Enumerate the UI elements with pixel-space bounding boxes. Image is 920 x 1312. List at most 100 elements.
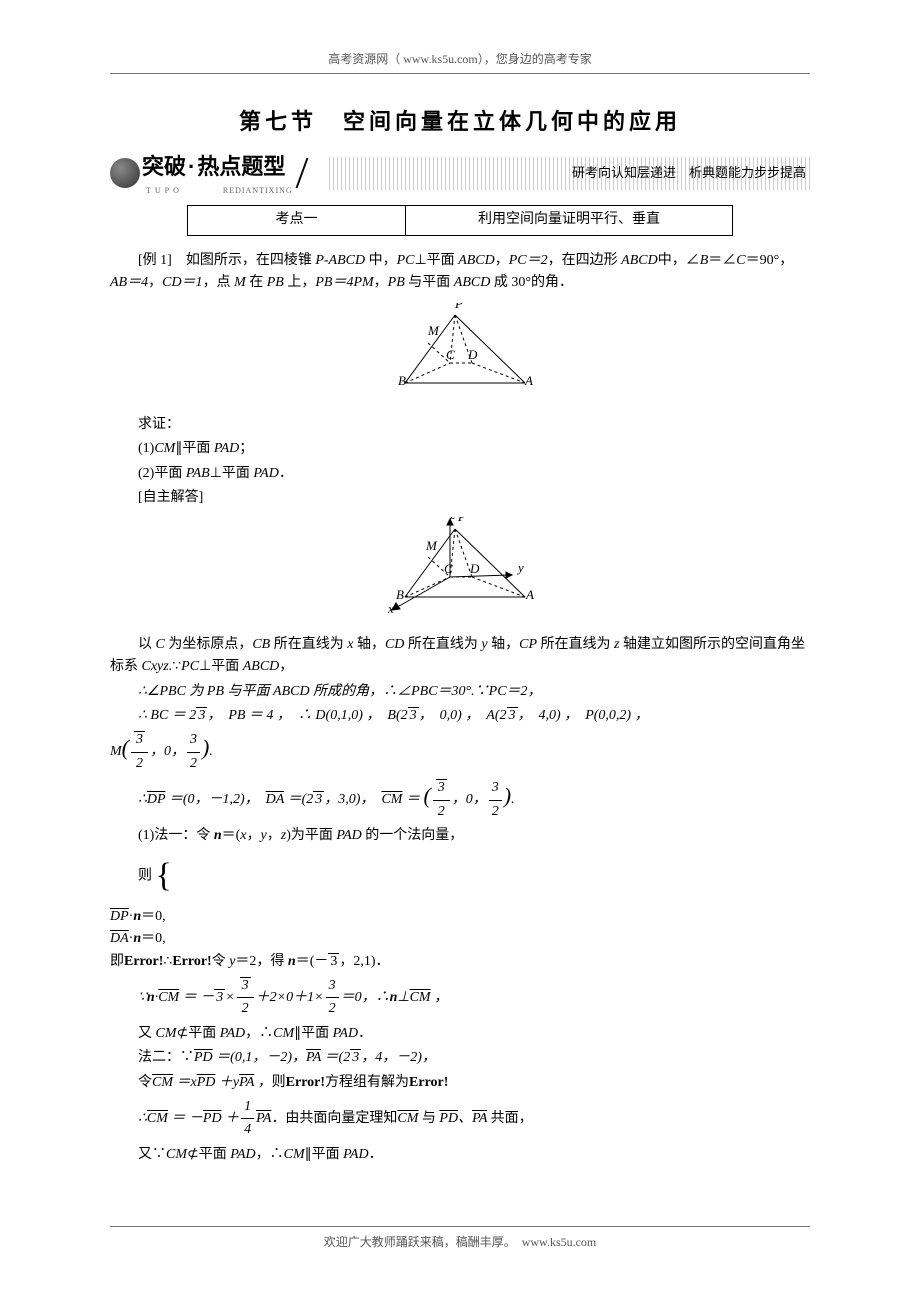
t: ，∴ (245, 1026, 273, 1041)
t: 以 (138, 637, 156, 652)
svg-text:P: P (457, 517, 466, 524)
m: PB (267, 275, 284, 290)
banner-left: 突破 · 热点题型 TUPO REDIANTIXING (110, 149, 293, 197)
m: M (234, 275, 246, 290)
t: ＝90°， (746, 253, 794, 268)
m: Cxyz. (142, 659, 173, 674)
t: 则 (138, 869, 152, 884)
t: ， (267, 828, 281, 843)
svg-text:y: y (516, 560, 524, 575)
t: ⊄平面 (187, 1147, 230, 1162)
t: ． (358, 1026, 372, 1041)
topic-left: 考点一 (188, 206, 406, 235)
t: ， (247, 828, 261, 843)
svg-text:B: B (398, 373, 406, 388)
banner-title: 突破 · 热点题型 (142, 149, 293, 184)
line-M: M(32，0，32). (110, 729, 810, 775)
t: ＝∠ (708, 253, 736, 268)
m: CM (273, 1026, 294, 1041)
prove-label: 求证： (138, 414, 810, 436)
svg-text:M: M (425, 538, 438, 553)
t: ， (279, 659, 293, 674)
topic-right: 利用空间向量证明平行、垂直 (406, 206, 733, 235)
svg-text:z: z (449, 517, 455, 522)
t: 所在直线为 (404, 637, 481, 652)
m: PAD (220, 1026, 245, 1041)
bullet-icon (110, 158, 140, 188)
line-coords: ∴ BC ＝ 23， PB ＝ 4 ， ∴ D(0,1,0) ， B(23， 0… (138, 705, 810, 727)
t: ⊥平面 (210, 466, 254, 481)
diagram-1: PMCDBA (110, 303, 810, 406)
solution-p1: 以 C 为坐标原点，CB 所在直线为 x 轴，CD 所在直线为 y 轴，CP 所… (110, 634, 810, 679)
diagram-2: PMCDBAxyz (110, 517, 810, 625)
svg-text:A: A (525, 587, 534, 602)
method2-l4: 又∵CM⊄平面 PAD，∴CM∥平面 PAD． (138, 1144, 810, 1166)
method2-l1: 法二：∵PD ＝(0,1，－2)，PA ＝(23，4，－2)， (138, 1047, 810, 1069)
m: PAD (336, 828, 361, 843)
m: CM (284, 1147, 305, 1162)
t: 所在直线为 (270, 637, 347, 652)
t: ⊄平面 (177, 1026, 220, 1041)
m: C (156, 637, 165, 652)
t: )为平面 (286, 828, 336, 843)
m: ABCD (458, 253, 495, 268)
t: 的一个法向量， (362, 828, 464, 843)
brace-system: { (156, 849, 174, 903)
page: 高考资源网（ www.ks5u.com），您身边的高考专家 第七节 空间向量在立… (0, 0, 920, 1312)
m: n (214, 828, 222, 843)
table-row: 考点一 利用空间向量证明平行、垂直 (188, 206, 733, 235)
t: 中， (365, 253, 397, 268)
svg-text:P: P (454, 303, 463, 311)
t: (1)法一：令 (138, 828, 214, 843)
t: ⊥平面 (199, 659, 243, 674)
t: ，∴ (256, 1147, 284, 1162)
t: ∥平面 (294, 1026, 333, 1041)
t: ＝( (222, 828, 241, 843)
m: PC＝2 (509, 253, 548, 268)
t: ． (279, 466, 293, 481)
m: PAD (343, 1147, 368, 1162)
m: PAB (186, 466, 210, 481)
banner-tupo: TUPO (146, 185, 183, 198)
m: CM (154, 441, 175, 456)
m: ABCD (621, 253, 658, 268)
cm-pad: 又 CM⊄平面 PAD，∴CM∥平面 PAD． (138, 1023, 810, 1045)
m: ABCD (454, 275, 491, 290)
m: PC (397, 253, 415, 268)
t: 成 30°的角． (490, 275, 573, 290)
prove-2: (2)平面 PAB⊥平面 PAD． (138, 463, 810, 485)
m: PC (181, 659, 199, 674)
svg-text:C: C (446, 347, 455, 362)
m: CM (156, 1026, 177, 1041)
m: C (736, 253, 745, 268)
n-dot-cm: ∵n·CM ＝ －3×32＋2×0＋1×32＝0，∴n⊥CM ， (138, 975, 810, 1021)
banner-dot: · (188, 149, 195, 184)
t: ， (495, 253, 509, 268)
m: CB (252, 637, 270, 652)
m: P-ABCD (315, 253, 365, 268)
pyramid-xyz-svg: PMCDBAxyz (360, 517, 560, 617)
t: ∵ (172, 659, 181, 674)
t: (2)平面 (138, 466, 186, 481)
banner-big2: 热点题型 (197, 149, 285, 184)
example-1: [例 1] 如图所示，在四棱锥 P-ABCD 中，PC⊥平面 ABCD，PC＝2… (110, 250, 810, 295)
page-footer: 欢迎广大教师踊跃来稿，稿酬丰厚。 www.ks5u.com (110, 1226, 810, 1252)
svg-text:D: D (469, 561, 480, 576)
m: B (700, 253, 709, 268)
method2-l2: 令CM ＝xPD ＋yPA ，则Error!方程组有解为Error! (138, 1072, 810, 1094)
line-vectors: ∴DP ＝(0，－1,2)， DA ＝(23，3,0)， CM ＝ (32，0，… (138, 777, 810, 823)
t: ∥平面 (175, 441, 214, 456)
ex-label: [例 1] (138, 253, 186, 268)
t: (1) (138, 441, 154, 456)
svg-text:x: x (387, 601, 394, 616)
line-angle: ∴∠PBC 为 PB 与平面 ABCD 所成的角，∴∠PBC＝30°.∵PC＝2… (138, 681, 810, 703)
t: ，在四边形 (548, 253, 622, 268)
t: 轴， (353, 637, 385, 652)
m: AB＝4 (110, 275, 148, 290)
t: 上， (284, 275, 316, 290)
svg-text:B: B (396, 587, 404, 602)
m: CM (166, 1147, 187, 1162)
topic-table: 考点一 利用空间向量证明平行、垂直 (187, 205, 733, 235)
t: ⊥平面 (414, 253, 458, 268)
t: 为坐标原点， (165, 637, 253, 652)
